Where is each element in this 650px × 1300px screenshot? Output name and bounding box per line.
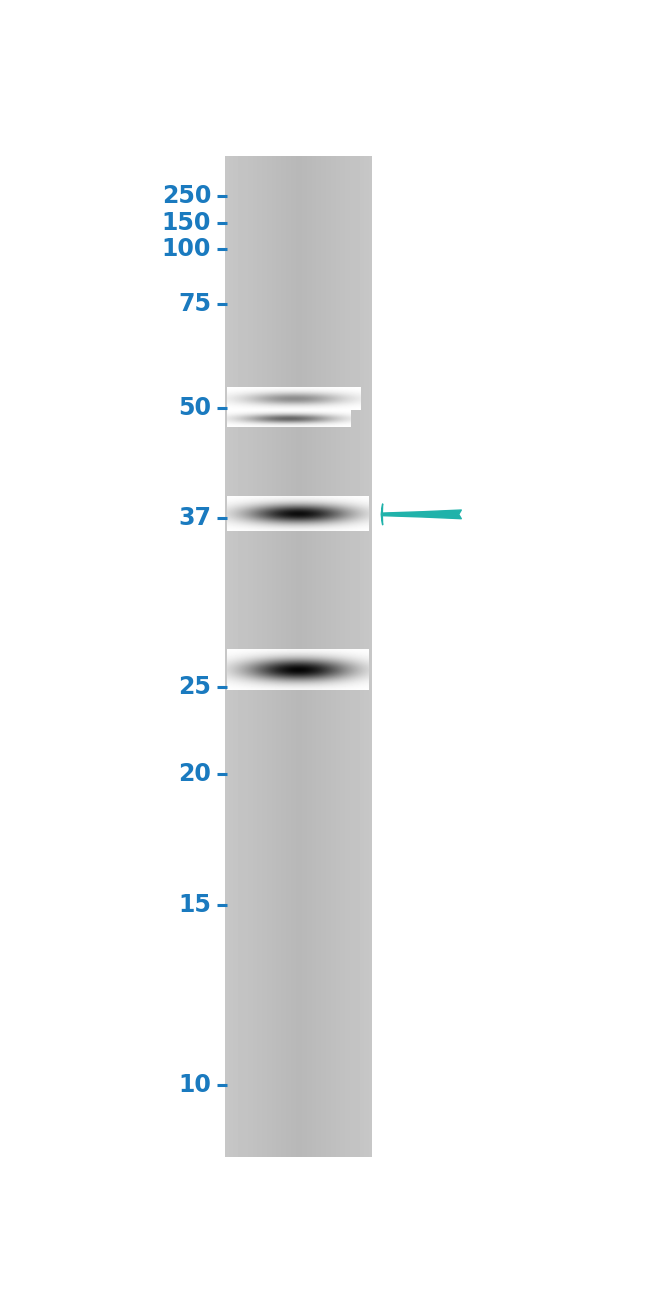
Text: 150: 150	[162, 211, 211, 235]
Text: 100: 100	[162, 237, 211, 261]
Text: 15: 15	[178, 893, 211, 916]
Text: 50: 50	[178, 396, 211, 420]
Text: 20: 20	[178, 762, 211, 785]
Text: 10: 10	[178, 1072, 211, 1097]
Text: 250: 250	[162, 185, 211, 208]
Text: 75: 75	[178, 292, 211, 316]
Text: 37: 37	[178, 507, 211, 530]
Text: 25: 25	[178, 675, 211, 698]
